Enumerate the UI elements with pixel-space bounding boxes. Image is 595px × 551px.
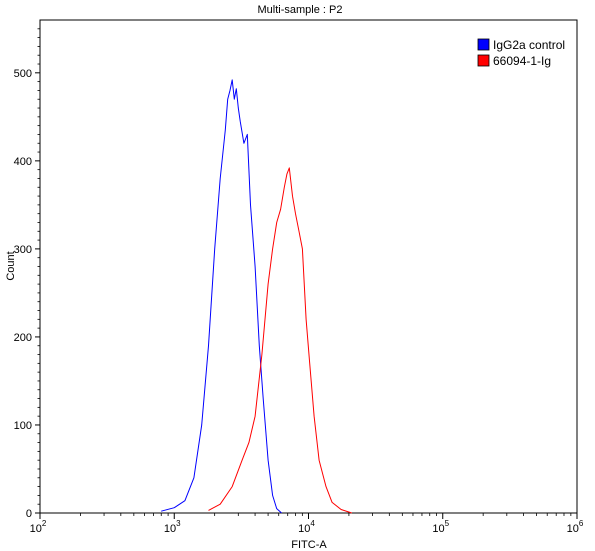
series-line-igg2a-control: [161, 79, 282, 514]
plot-area: [39, 19, 578, 514]
x-tick-label: 102: [30, 519, 47, 535]
legend-label-igg2a: IgG2a control: [493, 38, 565, 52]
chart-title: Multi-sample : P2: [258, 4, 343, 16]
legend-swatch-66094: [477, 54, 490, 67]
x-tick-label: 104: [298, 519, 315, 535]
legend-swatch-igg2a: [477, 38, 490, 51]
y-axis-title: Count: [5, 251, 17, 280]
y-tick-label: 500: [14, 68, 32, 80]
x-tick-label: 106: [567, 519, 584, 535]
x-tick-label: 105: [432, 519, 449, 535]
x-tick-label: 103: [164, 519, 181, 535]
y-tick-label: 200: [14, 332, 32, 344]
y-tick-label: 0: [26, 508, 32, 520]
x-axis: 102 103 104 105 106: [30, 513, 584, 535]
series-layer: [161, 79, 352, 514]
legend-label-66094: 66094-1-Ig: [493, 54, 551, 68]
y-tick-label: 400: [14, 156, 32, 168]
series-line-66094-1-ig: [208, 167, 352, 514]
y-tick-label: 100: [14, 420, 32, 432]
y-axis: 0 100 200 300 400 500: [14, 28, 40, 520]
x-axis-title: FITC-A: [291, 539, 327, 551]
legend: IgG2a control 66094-1-Ig: [477, 38, 565, 68]
y-tick-label: 300: [14, 244, 32, 256]
